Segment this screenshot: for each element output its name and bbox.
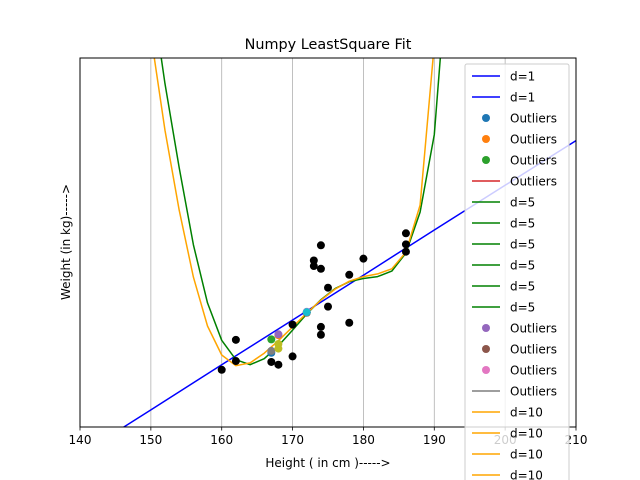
legend-marker-swatch	[482, 324, 490, 332]
legend-label: d=5	[510, 259, 535, 273]
legend-box	[464, 63, 570, 480]
legend-marker-swatch	[482, 114, 490, 122]
legend-label: Outliers	[510, 175, 557, 189]
legend-marker-swatch	[482, 135, 490, 143]
legend-label: d=10	[510, 469, 543, 480]
data-point	[401, 229, 410, 238]
data-point	[274, 360, 283, 369]
data-point	[316, 264, 325, 273]
legend-marker-swatch	[482, 366, 490, 374]
data-point	[309, 262, 318, 271]
legend-label: d=5	[510, 301, 535, 315]
data-point	[231, 357, 240, 366]
legend-label: d=10	[510, 427, 543, 441]
series-d-5-line	[160, 58, 442, 366]
legend-marker-swatch	[482, 345, 490, 353]
data-point	[267, 357, 276, 366]
legend-label: Outliers	[510, 343, 557, 357]
legend-label: d=10	[510, 406, 543, 420]
legend-marker-swatch	[482, 156, 490, 164]
x-tick-label: 170	[281, 433, 304, 447]
data-point	[359, 254, 368, 263]
data-point	[401, 247, 410, 256]
legend-label: d=10	[510, 448, 543, 462]
legend-label: d=5	[510, 238, 535, 252]
x-tick-label: 160	[210, 433, 233, 447]
data-point	[324, 302, 332, 311]
x-tick-label: 180	[352, 433, 375, 447]
outlier-point	[302, 308, 311, 317]
legend-label: d=5	[510, 196, 535, 210]
legend-label: d=1	[510, 91, 535, 105]
legend: d=1 d=1 Outliers Outliers Outliers Outliers d=…	[464, 63, 570, 480]
data-point	[231, 335, 240, 344]
outlier-point	[274, 330, 283, 339]
legend-label: Outliers	[510, 133, 557, 147]
data-point	[288, 320, 297, 329]
data-point	[316, 241, 325, 250]
legend-label: Outliers	[510, 112, 557, 126]
x-tick-label: 140	[69, 433, 92, 447]
plot-frame	[79, 57, 577, 428]
data-point	[309, 256, 318, 265]
legend-label: d=1	[510, 70, 535, 84]
legend-label: d=5	[510, 217, 535, 231]
legend-label: Outliers	[510, 154, 557, 168]
x-tick-label: 190	[423, 433, 446, 447]
data-point	[217, 365, 226, 374]
legend-label: d=5	[510, 280, 535, 294]
legend-label: Outliers	[510, 364, 557, 378]
x-axis-label: Height ( in cm )----->	[265, 456, 390, 470]
x-tick-label: 210	[565, 433, 588, 447]
data-point	[345, 318, 354, 327]
data-point	[316, 322, 325, 331]
y-axis-label: Weight (in kg)----->	[59, 184, 73, 300]
data-point	[324, 283, 332, 292]
legend-label: Outliers	[510, 322, 557, 336]
data-point	[401, 240, 410, 249]
outlier-point	[267, 346, 276, 355]
x-tick-label: 150	[139, 433, 162, 447]
chart-title: Numpy LeastSquare Fit	[245, 37, 412, 53]
data-point	[316, 330, 325, 339]
legend-label: Outliers	[510, 385, 557, 399]
outlier-point	[274, 339, 283, 348]
outlier-point	[267, 335, 276, 344]
data-point	[288, 352, 297, 361]
data-point	[345, 270, 354, 279]
